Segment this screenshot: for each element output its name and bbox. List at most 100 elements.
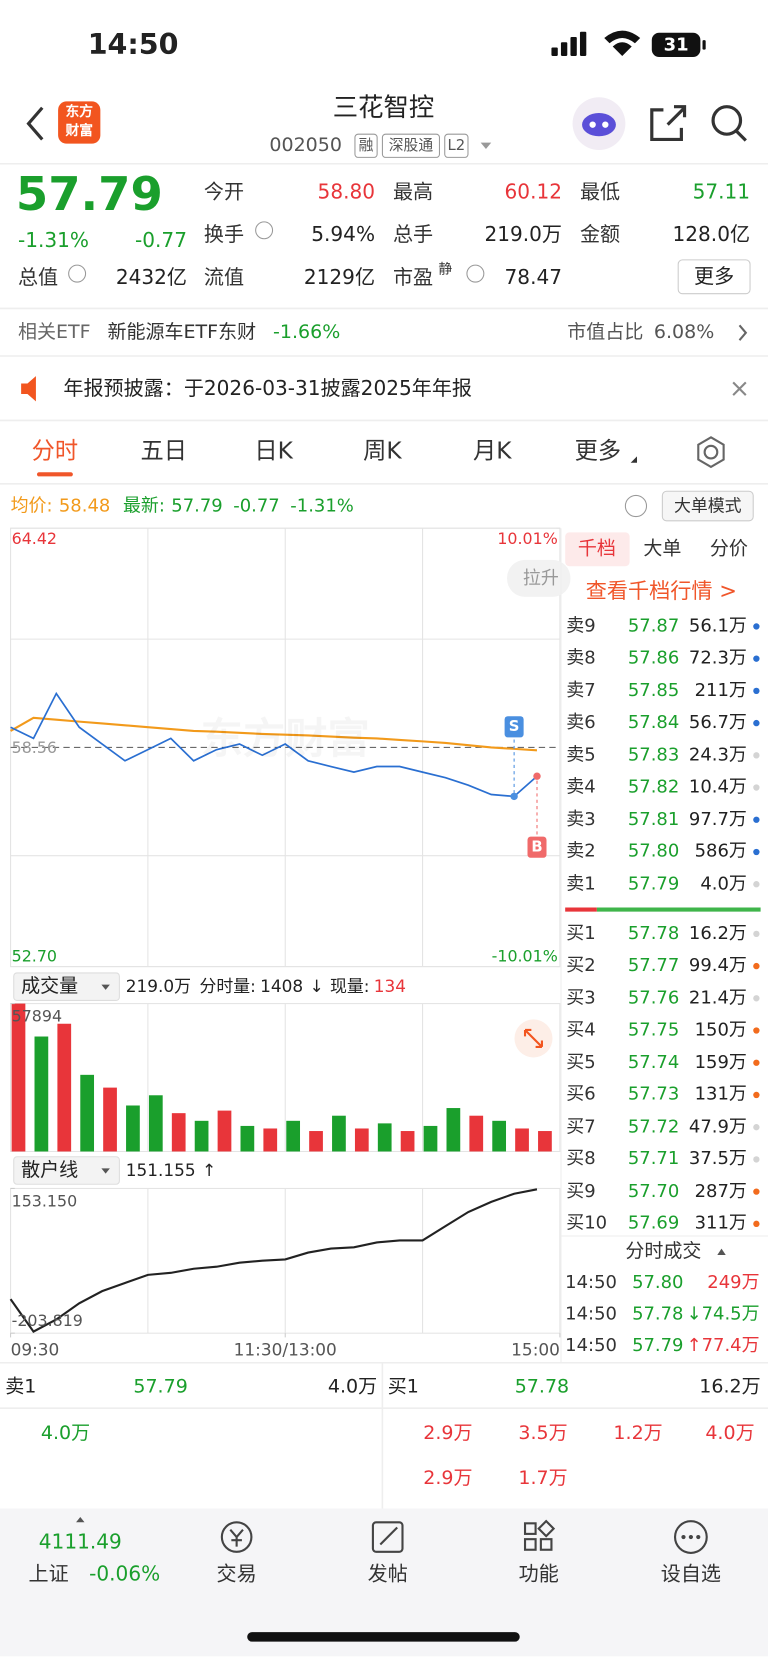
book-dot <box>753 930 760 938</box>
dropdown-icon[interactable] <box>480 142 492 149</box>
field-value: 128.0亿 <box>672 222 751 246</box>
nav-icons <box>220 1519 708 1554</box>
tab[interactable]: 更多 <box>574 438 622 465</box>
l1-volume: 16.2万 <box>699 1375 761 1398</box>
indicator-selector[interactable]: 成交量 <box>21 975 79 998</box>
y-tick-label: -203.819 <box>11 1310 83 1331</box>
l1-detail: 1.2万 <box>613 1422 663 1445</box>
book-dot <box>753 784 760 791</box>
book-tab[interactable]: 千档 <box>577 537 616 561</box>
book-dot <box>753 623 760 630</box>
book-price: 57.80 <box>627 841 680 863</box>
notice: 年报预披露：于2026-03-31披露2025年年报 <box>63 376 472 400</box>
l1-label: 买1 <box>387 1375 419 1398</box>
tab[interactable]: 五日 <box>140 438 187 465</box>
book-label: 卖8 <box>566 647 596 670</box>
signal-box <box>527 836 547 858</box>
share-icon[interactable] <box>650 105 687 142</box>
selector-box[interactable] <box>13 972 120 1001</box>
tab[interactable]: 周K <box>363 438 402 465</box>
change: -0.77 <box>135 228 187 253</box>
x-tick-label: 09:30 <box>10 1339 60 1360</box>
book-label: 卖7 <box>566 680 596 702</box>
index-change[interactable]: -0.06% <box>89 1561 161 1586</box>
text: 74.5万 <box>701 1303 760 1325</box>
book-dot <box>753 816 760 823</box>
book-label: 买7 <box>566 1116 596 1138</box>
text: -1.66% <box>273 321 341 344</box>
tag: 深股通 <box>388 136 434 154</box>
nav-item[interactable]: 发帖 <box>367 1561 408 1586</box>
signal-point <box>510 792 518 801</box>
mode-button-box[interactable] <box>661 490 754 522</box>
info-icon <box>466 264 485 283</box>
field-value: 57.11 <box>692 180 751 204</box>
y-tick-label: 57894 <box>11 1006 63 1026</box>
more-button-box[interactable] <box>677 259 751 295</box>
text: 新能源车ETF东财 <box>107 321 257 344</box>
text: 均价: <box>10 495 53 517</box>
clock: 14:50 <box>87 28 179 62</box>
volume-bar <box>126 1105 140 1152</box>
text: 249万 <box>707 1271 760 1293</box>
book-volume: 586万 <box>694 841 747 863</box>
tab[interactable]: 月K <box>473 438 512 465</box>
settings-icon[interactable] <box>697 436 725 469</box>
mode-button[interactable]: 大单模式 <box>673 495 742 516</box>
y-tick-label: 58.56 <box>11 737 57 757</box>
tag: 融 <box>358 136 374 154</box>
volume-bar <box>446 1108 461 1152</box>
book-dot <box>753 1188 760 1195</box>
book-tab[interactable]: 分价 <box>709 537 748 561</box>
index-name[interactable]: 上证 <box>28 1561 69 1586</box>
book-tab[interactable]: 大单 <box>643 537 682 561</box>
nav-bg <box>0 1508 768 1657</box>
tab[interactable]: 日K <box>254 438 293 465</box>
signal-label: B <box>531 838 543 856</box>
selector-box[interactable] <box>13 1156 120 1185</box>
volume-bar <box>423 1125 438 1152</box>
book-label: 买2 <box>566 955 596 977</box>
book-price: 57.83 <box>627 744 680 766</box>
back-icon[interactable] <box>26 106 44 141</box>
speaker-icon <box>21 376 36 402</box>
logo-text: 财富 <box>65 123 93 140</box>
book-price: 57.78 <box>627 923 680 945</box>
volume-bar <box>148 1095 163 1152</box>
nav-dots <box>681 1534 701 1540</box>
nav-item[interactable]: 交易 <box>216 1561 257 1586</box>
trade-time: 14:50 <box>565 1303 617 1325</box>
last-price: 57.79 <box>15 167 163 222</box>
summary-row: 均价: 58.48 最新: 57.79 -0.77 -1.31% <box>11 495 354 517</box>
field-label: 流值 <box>203 265 245 290</box>
book-volume: 21.4万 <box>688 987 747 1009</box>
text: 现量: <box>329 976 370 997</box>
text: 最新: <box>122 495 165 517</box>
etf-share: 市值占比 6.08% <box>567 321 714 344</box>
close-icon[interactable] <box>732 381 747 396</box>
l1-label: 卖1 <box>5 1375 37 1398</box>
search-icon[interactable] <box>711 105 747 142</box>
book-label: 买9 <box>566 1180 596 1202</box>
nav-item[interactable]: 功能 <box>518 1561 559 1586</box>
expand-icon <box>523 1028 543 1048</box>
y-tick-label: 52.70 <box>11 946 57 966</box>
field-label: 最低 <box>579 180 621 204</box>
selector-caret <box>101 984 110 990</box>
index-value[interactable]: 4111.49 <box>38 1530 122 1554</box>
tab[interactable]: 分时 <box>31 438 79 465</box>
field-label: 换手 <box>203 222 245 246</box>
book-link[interactable]: 查看千档行情 > <box>585 577 737 604</box>
book-dot <box>753 1124 760 1131</box>
l1-detail: 3.5万 <box>518 1422 568 1445</box>
y2-tick-label: 10.01% <box>497 529 558 549</box>
text: -1.31% <box>290 495 354 517</box>
field-label: 最高 <box>392 180 434 204</box>
nav-item[interactable]: 设自选 <box>660 1561 722 1586</box>
volume-bar <box>286 1120 301 1152</box>
indicator-selector[interactable]: 散户线 <box>21 1159 79 1182</box>
more-button[interactable]: 更多 <box>694 264 735 288</box>
book-dot <box>753 1156 760 1163</box>
help-icon[interactable] <box>624 494 648 518</box>
